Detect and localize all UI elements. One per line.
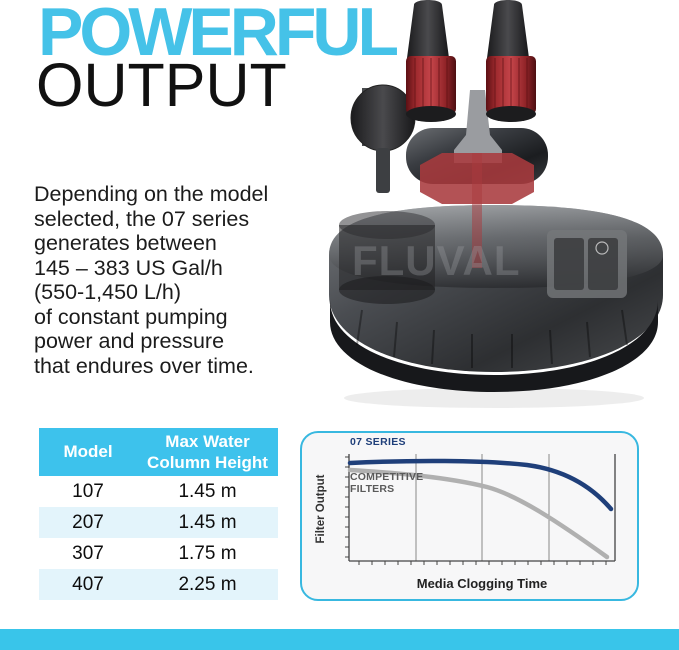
- svg-text:07 SERIES: 07 SERIES: [350, 436, 406, 448]
- svg-text:FILTERS: FILTERS: [350, 483, 394, 495]
- svg-text:COMPETITIVE: COMPETITIVE: [350, 471, 423, 483]
- svg-text:Filter Output: Filter Output: [315, 474, 327, 543]
- svg-text:FLUVAL: FLUVAL: [352, 237, 521, 284]
- svg-text:Media Clogging Time: Media Clogging Time: [417, 576, 548, 591]
